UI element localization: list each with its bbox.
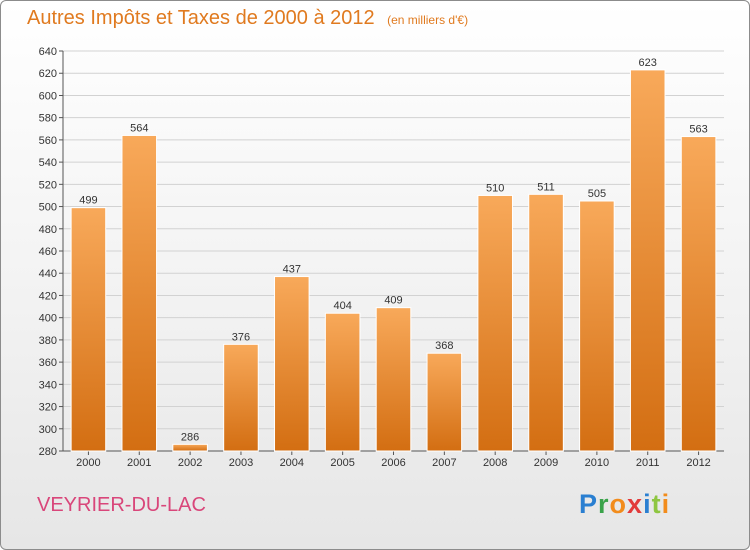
data-label: 404 [333,300,351,312]
x-tick-label: 2008 [483,457,507,469]
bar [274,276,310,452]
data-label: 564 [130,122,148,134]
bars [70,69,717,452]
bar [70,207,107,452]
proxiti-logo: Proxiti [579,489,670,520]
title-row: Autres Impôts et Taxes de 2000 à 2012 (e… [27,7,468,30]
logo-letter: x [627,489,644,519]
y-tick-label: 520 [39,179,57,191]
y-tick-label: 620 [39,68,57,80]
bar [375,307,412,452]
y-tick-label: 640 [39,46,57,58]
x-tick-label: 2007 [432,457,456,469]
bar [121,134,158,452]
chart-title: Autres Impôts et Taxes de 2000 à 2012 [27,7,375,29]
data-label: 376 [232,331,250,343]
data-label: 437 [283,264,301,276]
bar [579,200,615,452]
logo-letter: i [643,489,652,519]
x-tick-label: 2012 [686,457,710,469]
data-label: 409 [384,295,402,307]
chart-subtitle: (en milliers d'€) [387,13,469,27]
logo-letter: o [609,489,628,519]
bar [324,312,361,452]
bar [528,193,564,452]
x-tick-label: 2005 [330,457,354,469]
data-label: 563 [689,124,707,136]
data-label: 286 [181,431,199,443]
bar [223,343,259,452]
y-tick-label: 580 [39,113,57,125]
y-tick-label: 560 [39,135,57,147]
y-tick-label: 360 [39,357,57,369]
data-label: 368 [435,340,453,352]
y-tick-label: 460 [39,246,57,258]
bar [629,69,666,452]
data-label: 505 [588,188,606,200]
y-tick-label: 420 [39,290,57,302]
logo-letter: t [651,489,662,519]
logo-letter: i [661,489,671,519]
bar [680,136,717,452]
x-tick-label: 2002 [178,457,202,469]
data-label: 623 [639,57,657,69]
y-tick-label: 480 [39,224,57,236]
logo-letter: r [598,489,610,519]
data-label: 511 [537,181,555,193]
x-tick-label: 2001 [127,457,151,469]
y-tick-label: 540 [39,157,57,169]
y-tick-label: 380 [39,335,57,347]
data-labels: 499 564 286 376 437 404 409 368 510 511 505 623 563 [79,57,708,443]
logo-letter: P [579,489,599,519]
x-tick-label: 2003 [229,457,253,469]
y-tick-label: 320 [39,402,57,414]
x-tick-label: 2006 [381,457,405,469]
y-tick-label: 500 [39,202,57,214]
y-tick-label: 340 [39,379,57,391]
x-tick-label: 2000 [76,457,100,469]
y-tick-label: 300 [39,424,57,436]
y-tick-label: 400 [39,313,57,325]
x-tick-label: 2009 [534,457,558,469]
y-tick-label: 600 [39,90,57,102]
bar [172,443,208,452]
data-label: 510 [486,182,504,194]
y-tick-label: 440 [39,268,57,280]
y-tick-label: 280 [39,446,57,458]
data-label: 499 [79,195,97,207]
x-tick-label: 2004 [280,457,304,469]
x-tick-label: 2010 [585,457,609,469]
bar [426,352,463,452]
x-tick-label: 2011 [636,457,660,469]
bar [477,194,513,452]
commune-name: VEYRIER-DU-LAC [37,494,206,516]
